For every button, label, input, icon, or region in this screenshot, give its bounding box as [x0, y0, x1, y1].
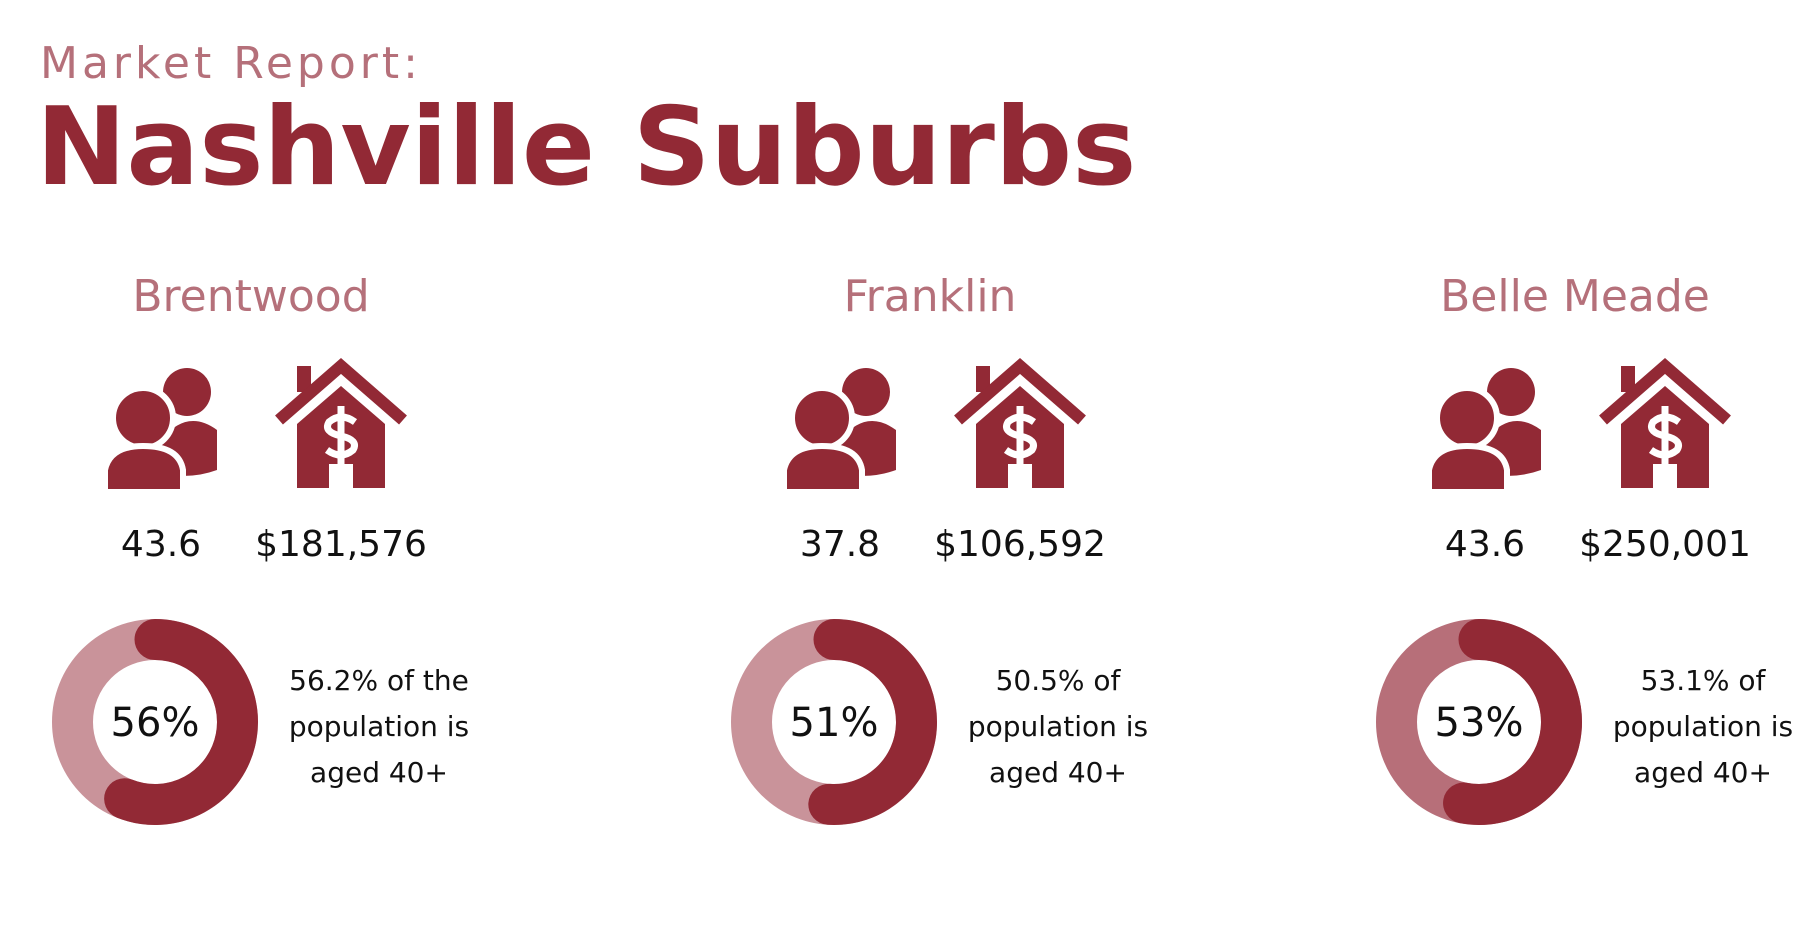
head — [842, 368, 890, 416]
caption-line: aged 40+ — [1634, 756, 1772, 789]
dollar-sign — [1003, 406, 1037, 464]
people-icon — [1426, 368, 1541, 495]
house-icon — [1599, 358, 1731, 488]
median-age: 43.6 — [1445, 524, 1525, 565]
head — [110, 385, 176, 451]
caption-line: 53.1% of — [1641, 664, 1767, 697]
body — [781, 442, 865, 495]
home-value: $106,592 — [934, 524, 1106, 565]
chimney — [297, 366, 311, 392]
subtitle: Market Report: — [40, 38, 422, 89]
caption-line: aged 40+ — [989, 756, 1127, 789]
caption-line: 56.2% of the — [289, 664, 469, 697]
people-icon — [102, 368, 217, 495]
caption-line: population is — [968, 710, 1148, 743]
donut-arc — [104, 619, 258, 825]
people-icon — [781, 368, 896, 495]
suburb-card: Brentwood 43.6 $181,576 56% 56.2% of the popu… — [52, 271, 469, 825]
caption-line: aged 40+ — [310, 756, 448, 789]
suburb-card: Belle Meade 43.6 $250,001 53% 53.1% of popula… — [1376, 271, 1793, 825]
caption-line: population is — [289, 710, 469, 743]
suburb-name: Franklin — [844, 271, 1017, 322]
donut-arc — [1443, 619, 1582, 825]
roof — [275, 358, 407, 425]
head — [1434, 385, 1500, 451]
title: Nashville Suburbs — [36, 85, 1136, 210]
chimney — [1621, 366, 1635, 392]
head — [163, 368, 211, 416]
donut-label: 56% — [111, 700, 200, 746]
suburb-name: Brentwood — [132, 271, 369, 322]
body — [102, 442, 186, 495]
donut-label: 51% — [790, 700, 879, 746]
roof — [954, 358, 1086, 425]
home-value: $250,001 — [1579, 524, 1751, 565]
donut-label: 53% — [1435, 700, 1524, 746]
roof — [1599, 358, 1731, 425]
suburb-name: Belle Meade — [1440, 271, 1710, 322]
suburb-card: Franklin 37.8 $106,592 51% 50.5% of populatio… — [731, 271, 1148, 825]
median-age: 37.8 — [800, 524, 880, 565]
donut-arc — [808, 619, 937, 825]
caption-line: 50.5% of — [996, 664, 1122, 697]
house-icon — [954, 358, 1086, 488]
dollar-sign — [324, 406, 358, 464]
head — [1487, 368, 1535, 416]
dollar-sign — [1648, 406, 1682, 464]
chimney — [976, 366, 990, 392]
house-icon — [275, 358, 407, 488]
body — [1426, 442, 1510, 495]
median-age: 43.6 — [121, 524, 201, 565]
home-value: $181,576 — [255, 524, 427, 565]
head — [789, 385, 855, 451]
caption-line: population is — [1613, 710, 1793, 743]
